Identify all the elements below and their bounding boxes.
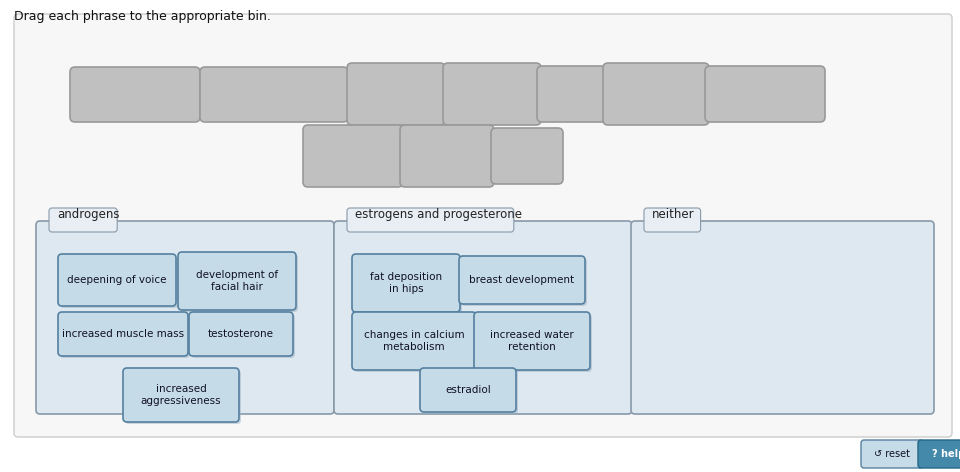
FancyBboxPatch shape [400,125,494,187]
Text: neither: neither [652,208,695,221]
FancyBboxPatch shape [191,314,295,358]
FancyBboxPatch shape [459,256,585,304]
FancyBboxPatch shape [420,368,516,412]
Text: breast development: breast development [469,275,575,285]
FancyBboxPatch shape [861,440,923,468]
FancyBboxPatch shape [603,63,709,125]
Text: development of
facial hair: development of facial hair [196,270,278,292]
FancyBboxPatch shape [631,221,934,414]
Text: changes in calcium
metabolism: changes in calcium metabolism [364,330,465,352]
FancyBboxPatch shape [36,221,334,414]
FancyBboxPatch shape [491,128,563,184]
Text: deepening of voice: deepening of voice [67,275,167,285]
Text: Drag each phrase to the appropriate bin.: Drag each phrase to the appropriate bin. [14,10,271,23]
FancyBboxPatch shape [461,258,587,306]
FancyBboxPatch shape [352,312,476,370]
Text: estrogens and progesterone: estrogens and progesterone [355,208,522,221]
Text: increased
aggressiveness: increased aggressiveness [141,384,222,406]
FancyBboxPatch shape [354,256,462,314]
FancyBboxPatch shape [443,63,541,125]
FancyBboxPatch shape [537,66,607,122]
FancyBboxPatch shape [303,125,403,187]
Text: ↺ reset: ↺ reset [874,449,910,459]
FancyBboxPatch shape [476,314,592,372]
Text: increased water
retention: increased water retention [491,330,574,352]
FancyBboxPatch shape [60,314,190,358]
FancyBboxPatch shape [178,252,296,310]
Text: ? help: ? help [932,449,960,459]
FancyBboxPatch shape [644,208,701,232]
FancyBboxPatch shape [918,440,960,468]
Text: estradiol: estradiol [445,385,491,395]
FancyBboxPatch shape [352,254,460,312]
FancyBboxPatch shape [705,66,825,122]
FancyBboxPatch shape [347,63,445,125]
FancyBboxPatch shape [189,312,293,356]
FancyBboxPatch shape [60,256,178,308]
FancyBboxPatch shape [49,208,117,232]
FancyBboxPatch shape [180,254,298,312]
FancyBboxPatch shape [354,314,478,372]
Text: testosterone: testosterone [208,329,274,339]
FancyBboxPatch shape [474,312,590,370]
FancyBboxPatch shape [334,221,632,414]
FancyBboxPatch shape [58,254,176,306]
FancyBboxPatch shape [422,370,518,414]
FancyBboxPatch shape [70,67,200,122]
Text: androgens: androgens [57,208,119,221]
FancyBboxPatch shape [58,312,188,356]
Text: increased muscle mass: increased muscle mass [62,329,184,339]
FancyBboxPatch shape [125,370,241,424]
FancyBboxPatch shape [200,67,348,122]
FancyBboxPatch shape [347,208,514,232]
FancyBboxPatch shape [14,14,952,437]
FancyBboxPatch shape [123,368,239,422]
Text: fat deposition
in hips: fat deposition in hips [370,272,442,294]
